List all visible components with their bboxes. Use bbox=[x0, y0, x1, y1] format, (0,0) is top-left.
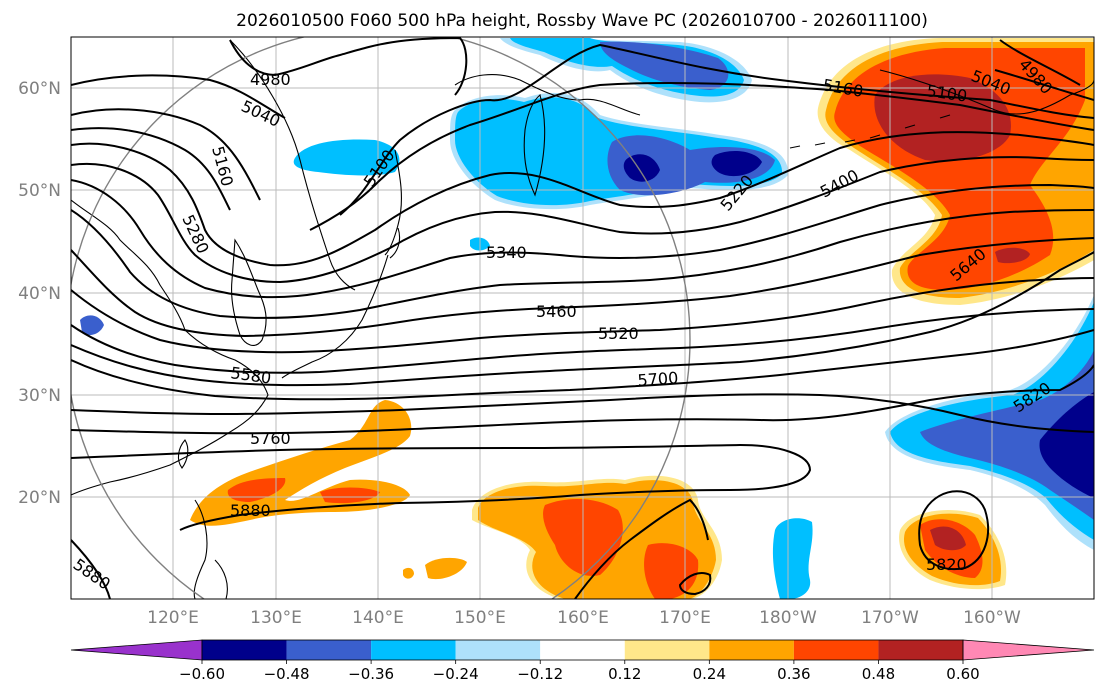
colorbar-label: 0.24 bbox=[693, 665, 726, 683]
contour-sw bbox=[71, 539, 111, 599]
map-border bbox=[70, 36, 1095, 600]
colorbar-segment bbox=[540, 640, 625, 660]
contour-label: 5760 bbox=[250, 429, 291, 448]
contour-5280 bbox=[71, 156, 1094, 284]
colorbar-label: 0.12 bbox=[608, 665, 641, 683]
colorbar-segment bbox=[624, 640, 710, 660]
coastline-kamchatka bbox=[523, 94, 546, 197]
coastline-aleutians bbox=[789, 114, 951, 149]
latitude-labels: 20°N 30°N 40°N 50°N 60°N bbox=[18, 79, 61, 508]
colorbar-outline bbox=[201, 639, 964, 661]
anomaly-negative-east-strong bbox=[920, 350, 1094, 520]
lat-tick-label: 60°N bbox=[18, 79, 61, 99]
anomaly-positive-small2 bbox=[403, 567, 414, 579]
lon-tick-label: 150°E bbox=[454, 608, 506, 628]
lon-tick-label: 140°E bbox=[352, 608, 404, 628]
anomaly-shading bbox=[80, 38, 1094, 599]
coastline-korea bbox=[231, 238, 267, 346]
contour-label: 5700 bbox=[637, 368, 679, 390]
longitude-labels: 120°E 130°E 140°E 150°E 160°E 170°E 180°… bbox=[147, 608, 1021, 628]
anomaly-positive-subtropics-core bbox=[227, 478, 286, 502]
lat-tick-label: 40°N bbox=[18, 284, 61, 304]
anomaly-negative-okhotsk-core bbox=[623, 154, 660, 182]
coastline-philippines bbox=[193, 499, 228, 599]
lat-tick-label: 20°N bbox=[18, 488, 61, 508]
contour-5100 bbox=[71, 43, 1094, 216]
contour-5520 bbox=[71, 277, 1094, 354]
coastlines bbox=[71, 39, 1094, 599]
colorbar-segment bbox=[371, 640, 456, 660]
colorbar-segment bbox=[286, 640, 372, 660]
colorbar-label: 0.48 bbox=[862, 665, 895, 683]
colorbar-segment bbox=[202, 640, 287, 660]
anomaly-positive-alaska-core bbox=[874, 74, 1011, 162]
lon-tick-label: 160°E bbox=[557, 608, 609, 628]
lon-tick-label: 130°E bbox=[250, 608, 302, 628]
lon-tick-label: 170°E bbox=[659, 608, 711, 628]
contour-5400 bbox=[71, 209, 1094, 319]
reference-circle bbox=[71, 37, 691, 599]
lon-tick-label: 180°W bbox=[759, 608, 817, 628]
colorbar: −0.60 −0.48 −0.36 −0.24 −0.12 0.12 0.24 0.36 0.4… bbox=[70, 639, 1095, 683]
colorbar-segment bbox=[709, 640, 794, 660]
contour-label: 5880 bbox=[230, 501, 271, 520]
contour-5880-south bbox=[574, 498, 709, 599]
contour-5040 bbox=[71, 69, 1094, 119]
contour-label: 4980 bbox=[250, 70, 291, 89]
map-frame: 4980 5040 5160 5280 5100 5340 5460 5520 … bbox=[70, 36, 1095, 600]
contour-5880-small bbox=[678, 572, 712, 596]
contour-label: 5520 bbox=[598, 324, 639, 343]
anomaly-positive-small bbox=[425, 557, 467, 580]
height-contours bbox=[71, 37, 1094, 599]
colorbar-label: 0.60 bbox=[946, 665, 979, 683]
lat-tick-label: 30°N bbox=[18, 386, 61, 406]
contour-label: 5820 bbox=[926, 555, 967, 574]
lon-tick-label: 170°W bbox=[861, 608, 919, 628]
coastline-asia bbox=[71, 199, 269, 496]
colorbar-extend-min bbox=[70, 639, 203, 661]
anomaly-negative-dateline bbox=[772, 518, 813, 599]
contour-5760 bbox=[71, 393, 1094, 433]
coastline-russia bbox=[229, 39, 641, 291]
colorbar-label: −0.36 bbox=[348, 665, 394, 683]
contour-label: 5460 bbox=[536, 302, 577, 321]
anomaly-positive-hawaii-core bbox=[930, 526, 966, 551]
contour-5460 bbox=[71, 237, 1094, 338]
colorbar-segment bbox=[878, 640, 963, 660]
anomaly-positive-alaska-core2 bbox=[995, 247, 1030, 264]
anomaly-negative-korea bbox=[80, 315, 104, 336]
contour-label: 5340 bbox=[486, 243, 527, 262]
anomaly-negative-okhotsk-core2 bbox=[711, 150, 762, 177]
contour-5640 bbox=[71, 251, 1094, 387]
colorbar-label: 0.36 bbox=[777, 665, 810, 683]
contour-5700 bbox=[71, 329, 1094, 401]
contour-5880 bbox=[71, 443, 812, 531]
colorbar-segment bbox=[793, 640, 879, 660]
colorbar-extend-max bbox=[962, 639, 1095, 661]
anomaly-negative-bering-strong bbox=[600, 41, 729, 90]
anomaly-positive-subtropics-core2 bbox=[320, 487, 380, 504]
contour-5820 bbox=[71, 364, 1094, 435]
anomaly-negative-east-core bbox=[1039, 392, 1094, 498]
coastline-taiwan bbox=[177, 439, 189, 469]
colorbar-label: −0.24 bbox=[433, 665, 479, 683]
anomaly-negative-sakhalin bbox=[293, 139, 400, 176]
coastline-japan bbox=[281, 227, 401, 379]
lon-tick-label: 120°E bbox=[147, 608, 199, 628]
map-title: 2026010500 F060 500 hPa height, Rossby W… bbox=[236, 11, 928, 31]
colorbar-label: −0.12 bbox=[517, 665, 563, 683]
contour-5340 bbox=[71, 179, 1094, 299]
contour-4980 bbox=[229, 37, 1081, 96]
contour-5820-high bbox=[918, 490, 990, 570]
contour-5160 bbox=[71, 81, 1094, 231]
colorbar-label: −0.60 bbox=[179, 665, 225, 683]
contour-5220 bbox=[71, 131, 1094, 267]
colorbar-segment bbox=[455, 640, 541, 660]
coastline-alaska bbox=[879, 69, 1094, 115]
lon-tick-label: 160°W bbox=[963, 608, 1021, 628]
colorbar-label: −0.48 bbox=[264, 665, 310, 683]
lat-tick-label: 50°N bbox=[18, 181, 61, 201]
